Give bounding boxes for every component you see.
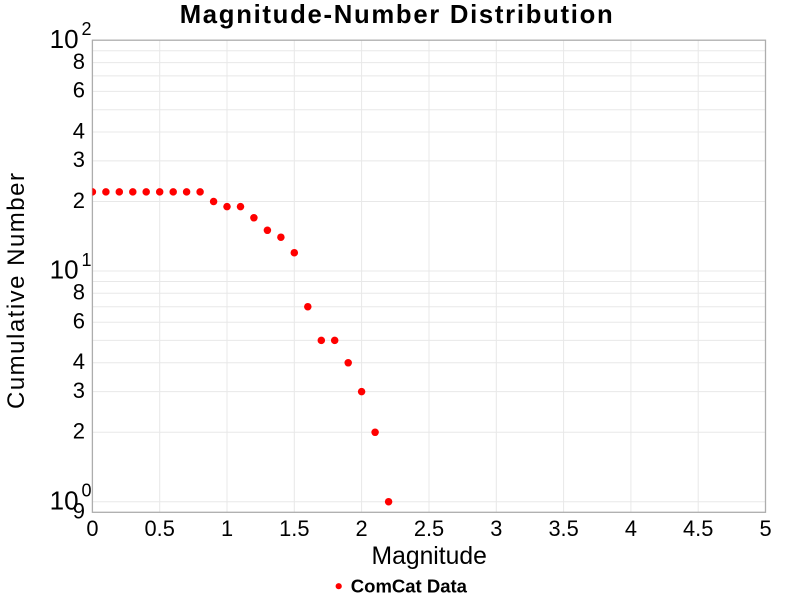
svg-text:2: 2 bbox=[356, 516, 368, 541]
svg-text:4: 4 bbox=[73, 349, 85, 374]
svg-text:1: 1 bbox=[221, 516, 233, 541]
svg-text:10: 10 bbox=[50, 255, 79, 285]
svg-text:6: 6 bbox=[73, 309, 85, 334]
svg-text:9: 9 bbox=[73, 499, 85, 524]
svg-text:0: 0 bbox=[86, 516, 98, 541]
svg-text:10: 10 bbox=[50, 485, 79, 515]
svg-text:8: 8 bbox=[73, 49, 85, 74]
svg-text:0.5: 0.5 bbox=[145, 516, 175, 541]
svg-text:1.5: 1.5 bbox=[279, 516, 309, 541]
svg-text:3: 3 bbox=[73, 147, 85, 172]
svg-text:2: 2 bbox=[73, 188, 85, 213]
svg-text:3.5: 3.5 bbox=[548, 516, 578, 541]
svg-text:3: 3 bbox=[490, 516, 502, 541]
svg-text:1: 1 bbox=[82, 250, 92, 270]
svg-text:2: 2 bbox=[82, 19, 92, 39]
svg-text:Magnitude-Number Distribution: Magnitude-Number Distribution bbox=[180, 1, 613, 29]
svg-text:6: 6 bbox=[73, 78, 85, 103]
svg-text:4: 4 bbox=[625, 516, 637, 541]
svg-text:Magnitude: Magnitude bbox=[372, 543, 487, 570]
svg-text:0: 0 bbox=[82, 481, 92, 501]
svg-text:ComCat Data: ComCat Data bbox=[351, 575, 468, 596]
svg-text:10: 10 bbox=[50, 24, 79, 54]
svg-text:3: 3 bbox=[73, 378, 85, 403]
svg-text:8: 8 bbox=[73, 280, 85, 305]
svg-text:4.5: 4.5 bbox=[683, 516, 713, 541]
svg-text:4: 4 bbox=[73, 118, 85, 143]
svg-text:2.5: 2.5 bbox=[414, 516, 444, 541]
svg-text:2: 2 bbox=[73, 419, 85, 444]
svg-text:5: 5 bbox=[759, 516, 771, 541]
svg-text:Cumulative Number: Cumulative Number bbox=[3, 173, 30, 409]
